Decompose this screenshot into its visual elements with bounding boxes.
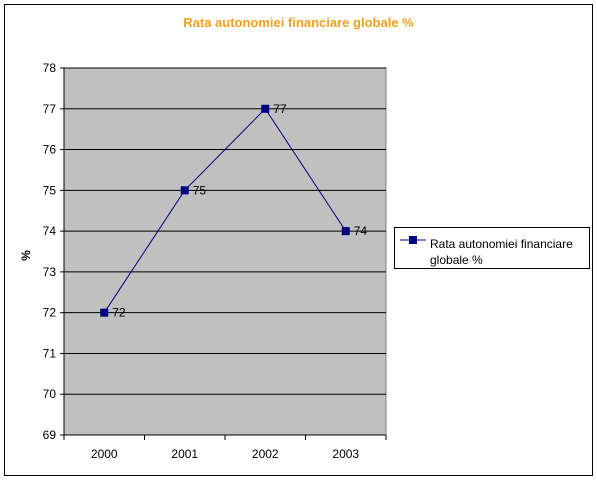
chart-title: Rata autonomiei financiare globale % [183, 15, 414, 30]
legend-label: Rata autonomiei financiare globale % [430, 237, 573, 267]
data-label: 75 [193, 183, 207, 197]
data-label: 74 [354, 224, 368, 238]
x-tick-labels: 2000 2001 2002 2003 [91, 447, 360, 461]
y-tick-label: 77 [43, 102, 57, 116]
y-tick-label: 73 [43, 265, 57, 279]
y-tick-label: 76 [43, 143, 57, 157]
data-label: 72 [112, 306, 126, 320]
data-point-marker [180, 186, 189, 195]
gridlines [64, 67, 386, 395]
x-tick-label: 2003 [332, 447, 359, 461]
y-tick-label: 71 [43, 346, 57, 360]
legend: Rata autonomiei financiare globale % [394, 227, 590, 269]
data-label: 77 [273, 102, 287, 116]
series-line-path [103, 107, 347, 313]
axes [60, 67, 387, 440]
y-tick-label: 72 [43, 306, 57, 320]
legend-marker-icon [400, 236, 426, 244]
y-axis-label: % [19, 250, 33, 261]
y-tick-label: 74 [43, 224, 57, 238]
data-point-marker [261, 104, 270, 113]
x-tick-label: 2000 [91, 447, 118, 461]
series-markers [100, 104, 350, 317]
x-tick-label: 2001 [171, 447, 198, 461]
y-tick-label: 75 [43, 183, 57, 197]
data-point-marker [341, 227, 350, 236]
data-labels: 72 75 77 74 [112, 102, 367, 320]
plot-area [63, 67, 387, 436]
x-tick-label: 2002 [252, 447, 279, 461]
series-line [103, 107, 347, 313]
y-tick-label: 70 [43, 387, 57, 401]
y-tick-label: 69 [43, 428, 57, 442]
y-tick-labels: 69 70 71 72 73 74 75 76 77 78 [43, 61, 57, 442]
data-point-marker [100, 308, 109, 317]
y-tick-label: 78 [43, 61, 57, 75]
